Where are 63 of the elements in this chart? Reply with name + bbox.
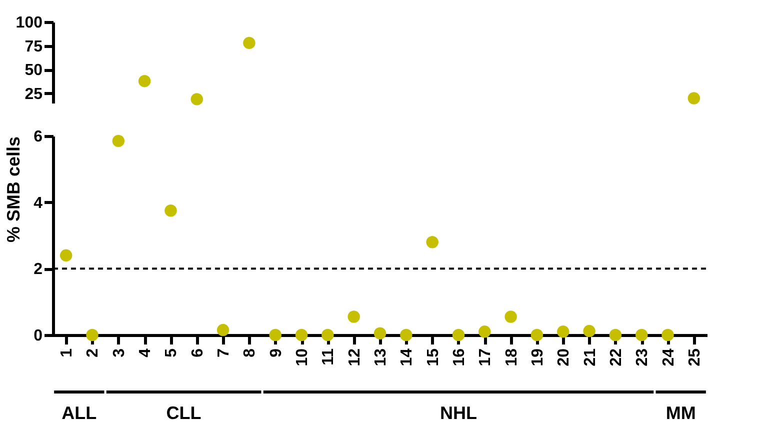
point [164,204,177,217]
point [295,328,308,342]
point [322,328,334,342]
point [190,93,204,106]
x-tick-label: 12 [346,348,364,366]
x-tick-label: 24 [660,348,678,366]
x-tick-label: 15 [424,348,442,366]
x-tick-label: 14 [398,348,416,366]
point [374,327,386,340]
point [478,326,491,338]
text: NHL [440,403,477,423]
point [662,328,674,342]
point [530,328,544,342]
x-tick-label: 8 [242,348,259,358]
x-tick-label: 2 [84,348,102,358]
x-tick-label: 6 [189,348,206,358]
point [556,326,570,338]
point [400,328,412,342]
y-tick-label: 2 [34,261,43,278]
y-tick-label: 0 [34,328,43,344]
x-tick-label: 11 [320,348,338,366]
point [609,328,622,342]
y-tick-label: 4 [34,194,43,212]
x-tick-label: 3 [110,348,128,358]
point [635,328,648,342]
point [452,328,465,342]
y-tick-label: 25 [24,86,43,103]
text: MM [666,403,696,423]
y-tick-label: 50 [24,62,43,80]
point [269,328,282,342]
y-axis-title: % SMB cells [4,136,24,243]
point [138,74,151,88]
point [86,328,98,342]
x-tick-label: 13 [372,348,390,366]
x-tick-label: 18 [503,348,520,366]
y-tick-label: 75 [24,38,43,56]
point [243,36,256,50]
text: ALL [62,403,97,423]
x-tick-label: 20 [556,348,573,366]
x-tick-label: 23 [634,348,652,366]
point [426,236,438,248]
x-tick-label: 4 [137,348,154,358]
x-tick-label: 19 [529,348,546,366]
y-tick-label: 100 [16,14,43,32]
point [60,249,72,262]
point [112,134,125,148]
point [504,310,517,323]
text: CLL [166,403,202,423]
x-tick-label: 9 [268,348,285,358]
point [583,324,596,338]
x-tick-label: 1 [58,348,76,358]
x-tick-label: 21 [582,348,599,366]
x-tick-label: 10 [294,348,312,366]
point [688,92,700,104]
y-tick-label: 6 [34,128,43,146]
x-tick-label: 25 [686,348,704,366]
point [216,324,230,336]
x-tick-label: 22 [608,348,625,366]
point [348,310,360,323]
x-tick-label: 17 [477,348,494,366]
x-tick-label: 7 [216,348,233,358]
x-tick-label: 5 [163,348,180,358]
x-tick-label: 16 [450,348,468,366]
